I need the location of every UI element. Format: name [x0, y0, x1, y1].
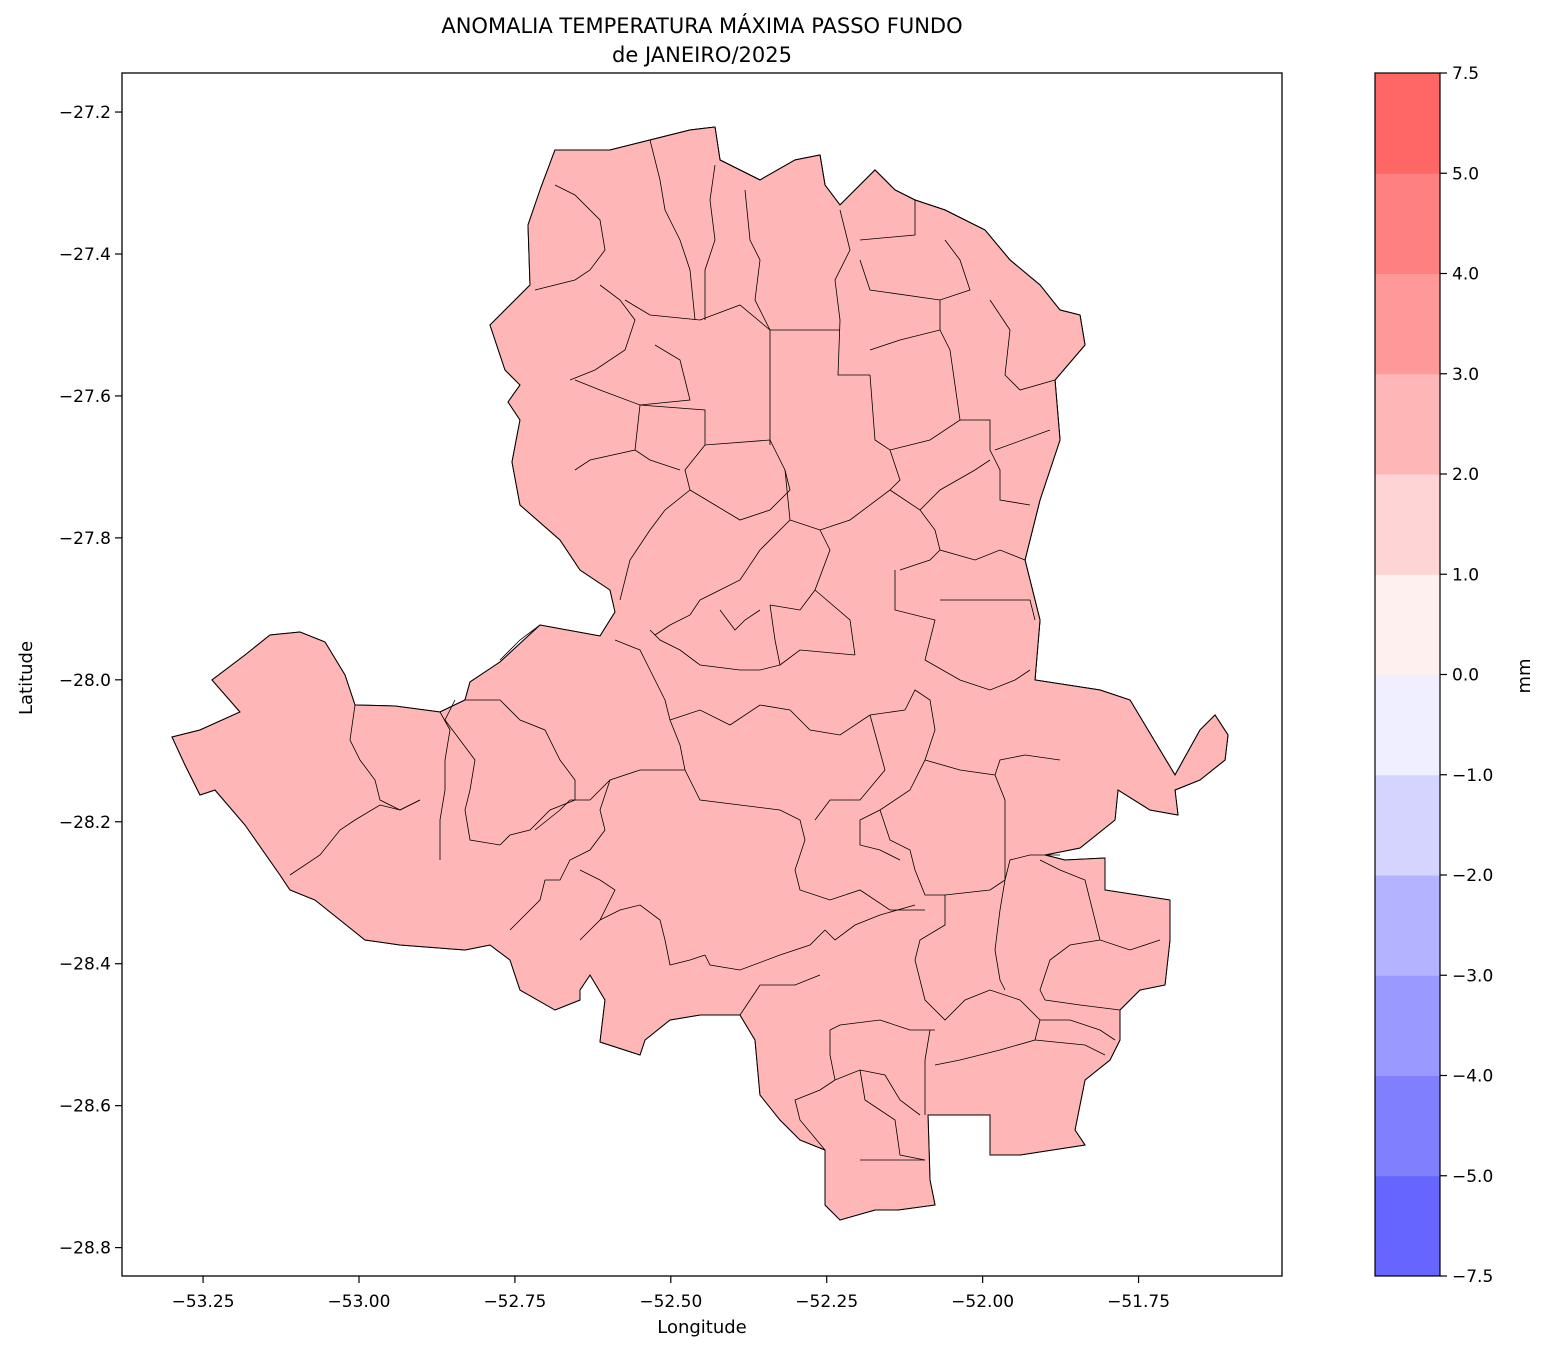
colorbar-tick-label: −5.0	[1452, 1167, 1493, 1187]
colorbar-tick-label: −2.0	[1452, 866, 1493, 886]
y-tick-label: −28.4	[59, 955, 111, 975]
x-axis-ticks: −53.25 −53.00 −52.75 −52.50 −52.25 −52.00 −51.…	[172, 1276, 1170, 1312]
y-tick-label: −28.0	[59, 671, 111, 691]
x-tick-label: −52.00	[951, 1292, 1014, 1312]
y-tick-label: −27.8	[59, 529, 111, 549]
colorbar-tick-label: −3.0	[1452, 966, 1493, 986]
y-tick-label: −28.2	[59, 813, 111, 833]
colorbar-segment	[1375, 474, 1440, 575]
y-axis-ticks: −27.2 −27.4 −27.6 −27.8 −28.0 −28.2 −28.4 −28.6…	[59, 103, 122, 1259]
colorbar-tick-label: −7.5	[1452, 1267, 1493, 1287]
x-tick-label: −53.25	[172, 1292, 235, 1312]
colorbar-segment	[1375, 774, 1440, 876]
colorbar-segment	[1375, 574, 1440, 675]
y-tick-label: −28.8	[59, 1239, 111, 1259]
colorbar-tick-label: 7.5	[1452, 64, 1479, 84]
chart-title-line-2: de JANEIRO/2025	[612, 43, 792, 67]
colorbar-tick-label: 2.0	[1452, 465, 1479, 485]
y-axis-label: Latitude	[16, 641, 37, 715]
colorbar-tick-label: −1.0	[1452, 766, 1493, 786]
y-tick-label: −27.4	[59, 245, 111, 265]
y-tick-label: −27.2	[59, 103, 111, 123]
colorbar-segment	[1375, 1075, 1440, 1177]
map-area	[171, 126, 1229, 1221]
y-tick-label: −27.6	[59, 387, 111, 407]
colorbar-tick-label: −4.0	[1452, 1067, 1493, 1087]
x-tick-label: −51.75	[1107, 1292, 1170, 1312]
colorbar-tick-label: 1.0	[1452, 565, 1479, 585]
colorbar-segment	[1375, 875, 1440, 976]
colorbar-segment	[1375, 1175, 1440, 1277]
x-tick-label: −52.50	[639, 1292, 702, 1312]
y-tick-label: −28.6	[59, 1097, 111, 1117]
colorbar-tick-label: 0.0	[1452, 666, 1479, 686]
x-tick-label: −52.75	[483, 1292, 546, 1312]
chart-title-line-1: ANOMALIA TEMPERATURA MÁXIMA PASSO FUNDO	[441, 13, 962, 38]
colorbar-segment	[1375, 373, 1440, 475]
colorbar: −7.5 −5.0 −4.0 −3.0 −2.0 −1.0 0.0 1.0 2.0 3.0 4.0 5…	[1374, 64, 1493, 1287]
colorbar-label: mm	[1514, 658, 1535, 693]
axes-frame	[121, 72, 1283, 1277]
municipality-boundaries	[289, 139, 1161, 1161]
x-tick-label: −53.00	[328, 1292, 391, 1312]
colorbar-tick-label: 5.0	[1452, 164, 1479, 184]
colorbar-tick-label: 3.0	[1452, 365, 1479, 385]
x-tick-label: −52.25	[795, 1292, 858, 1312]
colorbar-segment	[1375, 674, 1440, 776]
colorbar-segment	[1375, 273, 1440, 375]
colorbar-segment	[1375, 173, 1440, 274]
x-axis-label: Longitude	[657, 1317, 747, 1338]
colorbar-tick-label: 4.0	[1452, 265, 1479, 285]
colorbar-segment	[1375, 975, 1440, 1076]
colorbar-segment	[1375, 73, 1440, 174]
